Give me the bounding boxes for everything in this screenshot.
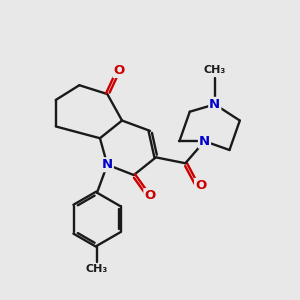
Text: CH₃: CH₃ — [86, 264, 108, 274]
Text: CH₃: CH₃ — [204, 65, 226, 75]
Text: N: N — [102, 158, 113, 171]
Text: O: O — [144, 189, 156, 202]
Text: N: N — [209, 98, 220, 111]
Text: O: O — [195, 179, 206, 192]
Text: N: N — [199, 135, 210, 148]
Text: O: O — [113, 64, 125, 77]
